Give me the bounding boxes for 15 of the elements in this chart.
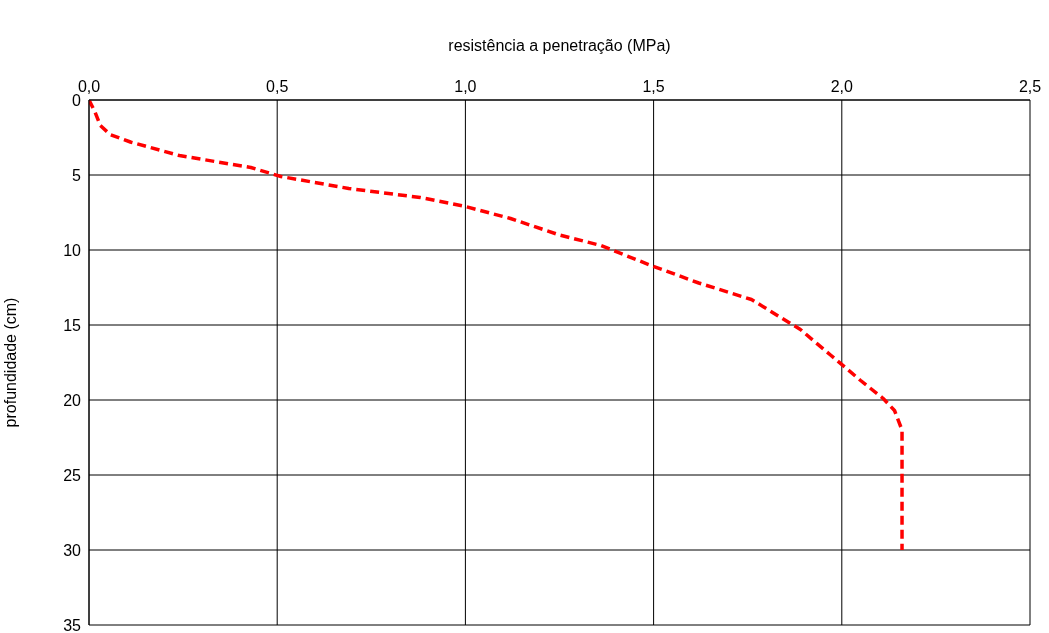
- line-series: [89, 100, 904, 552]
- y-tick-label: 15: [63, 316, 82, 334]
- y-tick-label: 5: [72, 166, 82, 184]
- x-tick-label: 1,5: [642, 78, 665, 95]
- x-tick-label: 2,0: [830, 78, 854, 95]
- y-tick-label: 30: [63, 541, 82, 559]
- y-axis-title: profundidade (cm): [1, 297, 19, 428]
- y-tick-label: 20: [63, 391, 82, 409]
- x-tick-label: 2,5: [1018, 78, 1042, 95]
- x-tick-label: 1,0: [454, 78, 477, 95]
- y-tick-label: 35: [63, 616, 82, 633]
- y-tick-label: 10: [63, 241, 82, 259]
- y-tick-label: 25: [63, 466, 82, 484]
- x-tick-label: 0,5: [266, 78, 289, 95]
- x-axis-title: resistência a penetração (MPa): [448, 37, 671, 55]
